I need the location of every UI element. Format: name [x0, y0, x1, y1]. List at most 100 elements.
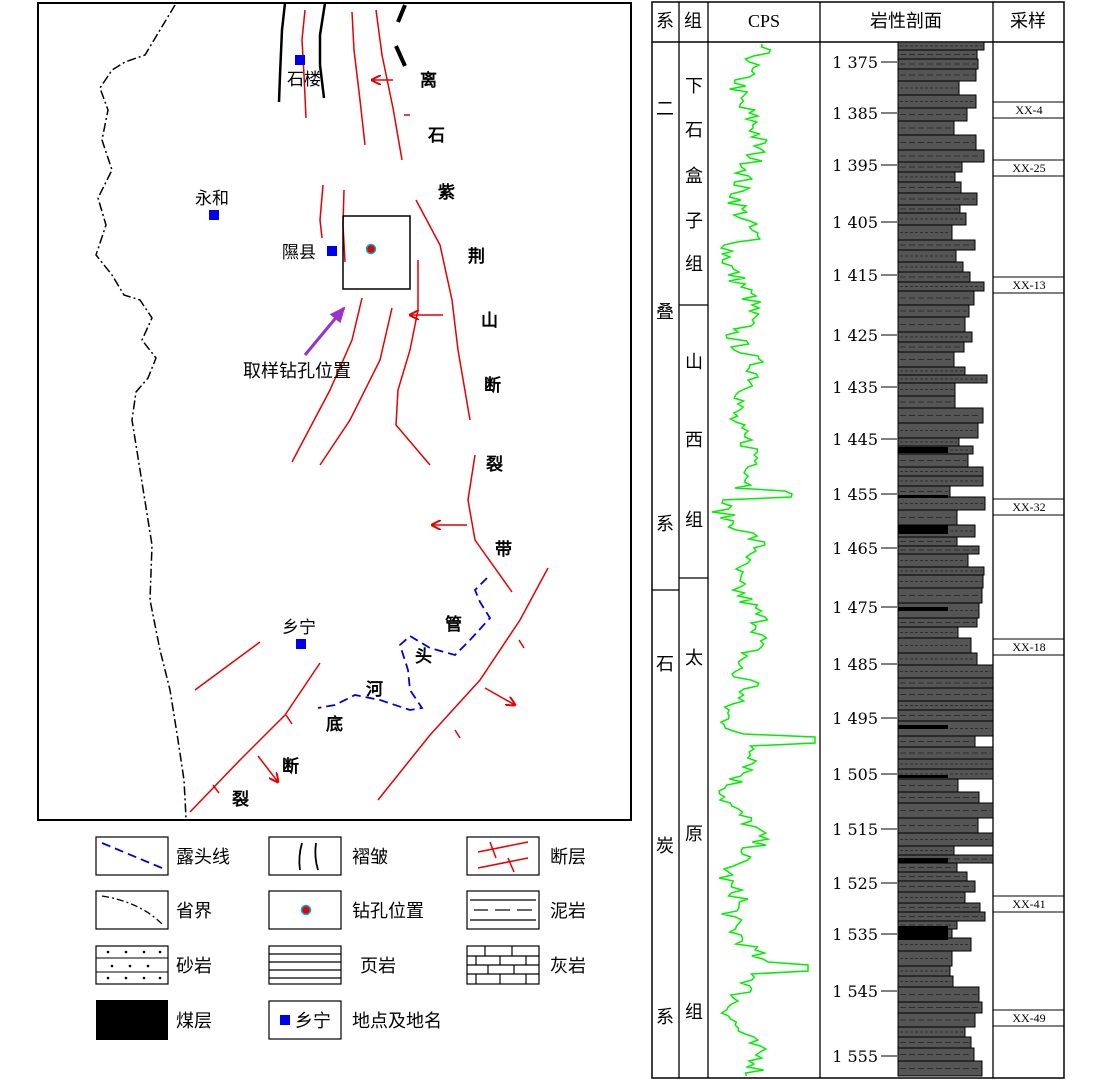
formation-char: 盒: [685, 166, 703, 187]
formation-char: 子: [685, 211, 703, 232]
system-char: 系: [656, 514, 674, 535]
header-formation: 组: [684, 11, 702, 32]
depth-label: 1 465: [832, 539, 878, 558]
depth-label: 1 415: [832, 266, 878, 285]
place-legend-symbol: [280, 1015, 290, 1025]
sample-label: XX-25: [1012, 161, 1045, 175]
depth-label: 1 545: [832, 982, 878, 1001]
sample-label: XX-4: [1015, 103, 1042, 117]
depth-label: 1 405: [832, 213, 878, 232]
towns: 石楼 永和 隰县 乡宁: [195, 55, 337, 649]
header-cps: CPS: [748, 11, 780, 31]
depth-label: 1 475: [832, 598, 878, 617]
fault-lines: [189, 9, 549, 813]
fault-zone-label: 离 石 紫 荆 山 断 裂 带: [420, 70, 512, 560]
formation-char: 组: [685, 1002, 703, 1023]
map-frame: [37, 2, 632, 821]
sample-label: XX-49: [1012, 1011, 1045, 1025]
depth-label: 1 555: [832, 1047, 878, 1066]
coal-bed: [898, 607, 948, 611]
system-char: 炭: [656, 836, 674, 857]
fold-line: [318, 2, 327, 99]
shale-legend-symbol: [269, 953, 341, 979]
fold-legend-symbol: [298, 842, 319, 871]
coal-bed: [898, 858, 948, 863]
drill-legend-symbol: [300, 904, 312, 916]
formation-char: 太: [685, 648, 703, 669]
depth-label: 1 445: [832, 430, 878, 449]
river-fault-label: 管 头 河 底 断 裂: [231, 614, 462, 810]
svg-text:断: 断: [282, 756, 299, 777]
svg-text:荆: 荆: [468, 246, 485, 267]
stratigraphic-column: 系 组 CPS 岩性剖面 采样 二 叠 系 石 炭 系 下 石 盒 子 组 山 …: [651, 1, 1065, 1079]
province-boundary: [95, 4, 187, 819]
formation-char: 组: [685, 510, 703, 531]
formation-char: 下: [685, 76, 703, 97]
header-system: 系: [656, 11, 674, 32]
svg-text:底: 底: [326, 714, 343, 735]
coal-bed: [898, 725, 948, 729]
depth-label: 1 375: [832, 53, 878, 72]
svg-text:管: 管: [445, 614, 462, 635]
mudstone-legend-symbol: [470, 899, 536, 921]
depth-label: 1 525: [832, 874, 878, 893]
system-char: 系: [656, 1007, 674, 1028]
outcrop-line: [317, 577, 492, 711]
legend-label: 页岩: [360, 956, 396, 977]
formation-char: 组: [685, 254, 703, 275]
sample-label: XX-13: [1012, 278, 1045, 292]
legend-label: 省界: [176, 901, 212, 922]
system-char: 石: [656, 654, 674, 675]
depth-label: 1 515: [832, 820, 878, 839]
legend: 露头线 褶皱 断层 省界 钻孔位置 泥岩: [95, 836, 586, 1040]
drill-site: [365, 243, 377, 255]
town-marker: [295, 55, 305, 65]
legend-label: 泥岩: [550, 901, 586, 922]
formation-char: 石: [685, 120, 703, 141]
fold-line: [396, 4, 407, 23]
outcrop-legend-symbol: [101, 842, 163, 869]
coal-bed: [898, 447, 948, 453]
coal-bed: [898, 495, 948, 498]
header-lithology: 岩性剖面: [870, 11, 942, 32]
svg-text:河: 河: [366, 680, 383, 700]
limestone-legend-symbol: [467, 946, 539, 984]
town-label: 隰县: [282, 243, 316, 263]
legend-label: 灰岩: [550, 956, 586, 977]
header-sample: 采样: [1010, 11, 1046, 32]
depth-label: 1 425: [832, 326, 878, 345]
coal-bed: [898, 525, 948, 534]
depth-label: 1 435: [832, 378, 878, 397]
svg-text:断: 断: [484, 375, 501, 396]
fault-arrows: [257, 80, 515, 782]
svg-text:离: 离: [420, 70, 437, 91]
svg-text:带: 带: [495, 539, 512, 560]
town-marker: [209, 210, 219, 220]
town-label: 石楼: [287, 70, 321, 90]
coal-bed: [898, 926, 948, 940]
coal-bed: [898, 775, 948, 778]
sample-label: XX-41: [1012, 897, 1045, 911]
sample-markers: XX-4 XX-25 XX-13 XX-32 XX-18 XX-41 XX-49: [993, 101, 1064, 1027]
lithology-profile: [897, 41, 994, 1077]
fold-line: [277, 2, 287, 103]
depth-label: 1 385: [832, 104, 878, 123]
legend-label: 断层: [550, 847, 586, 868]
system-char: 二: [656, 99, 674, 120]
fault-legend-symbol: [477, 841, 529, 873]
study-area-box: [342, 215, 411, 290]
system-char: 叠: [656, 302, 674, 323]
svg-text:山: 山: [481, 311, 498, 331]
depth-scale: 1 375 1 385 1 395 1 405 1 415 1 425 1 435 1 445…: [832, 53, 897, 1066]
depth-label: 1 485: [832, 655, 878, 674]
coal-legend-symbol: [96, 1000, 168, 1040]
depth-label: 1 505: [832, 765, 878, 784]
sandstone-legend-symbol: [96, 950, 168, 980]
legend-label: 露头线: [176, 847, 230, 868]
svg-text:裂: 裂: [231, 789, 249, 810]
legend-label: 乡宁: [295, 1011, 331, 1032]
svg-text:紫: 紫: [438, 182, 455, 203]
rock-bed: [897, 1036, 972, 1049]
svg-text:裂: 裂: [485, 454, 503, 475]
